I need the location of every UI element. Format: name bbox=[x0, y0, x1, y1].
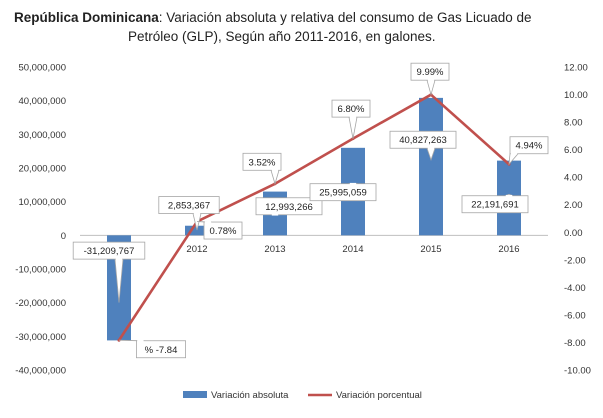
right-tick-label: 8.00 bbox=[564, 118, 583, 129]
callout-pointer bbox=[348, 116, 358, 139]
left-tick-label: -30,000,000 bbox=[15, 332, 66, 343]
line-value-label: 0.78% bbox=[196, 221, 243, 240]
right-axis: -10.00 -8.00 -6.00 -4.00 -2.00 0.00 2.00 4.00 6.… bbox=[564, 63, 591, 377]
left-tick-label: 0 bbox=[61, 231, 66, 242]
bar-value-label: 25,995,059 bbox=[309, 182, 377, 202]
right-tick-label: 12.00 bbox=[564, 63, 588, 74]
legend-bar-swatch bbox=[183, 391, 207, 398]
right-tick-label: -2.00 bbox=[564, 255, 586, 266]
callout-box bbox=[461, 195, 529, 214]
callout-label: 6.80% bbox=[338, 104, 365, 115]
right-tick-label: 10.00 bbox=[564, 90, 588, 101]
bar-value-label: -31,209,767 bbox=[72, 241, 146, 303]
line-value-label: 4.94% bbox=[508, 136, 549, 166]
callout-box bbox=[389, 130, 457, 149]
chart-title-line2: Petróleo (GLP), Según año 2011-2016, en … bbox=[128, 29, 436, 44]
bar-value-label: 40,827,263 bbox=[389, 130, 457, 161]
callout-box bbox=[135, 340, 186, 359]
left-tick-label: 40,000,000 bbox=[18, 96, 66, 107]
right-tick-label: 0.00 bbox=[564, 228, 583, 239]
category-label: 2016 bbox=[498, 244, 519, 255]
callout-label: 9.99% bbox=[417, 67, 444, 78]
category-label: 2012 bbox=[186, 244, 207, 255]
left-tick-label: -10,000,000 bbox=[15, 265, 66, 276]
left-tick-label: 50,000,000 bbox=[18, 63, 66, 74]
line-series bbox=[117, 93, 511, 342]
bar-value-label: 2,853,367 bbox=[158, 196, 220, 231]
callout-box bbox=[72, 241, 146, 260]
bar-value-label: 12,993,266 bbox=[255, 197, 323, 216]
category-label: 2014 bbox=[342, 244, 363, 255]
legend-line-label: Variación porcentual bbox=[336, 390, 422, 401]
bar-series bbox=[107, 97, 521, 341]
right-tick-label: -10.00 bbox=[564, 366, 591, 377]
category-labels: 201120122013201420152016 bbox=[109, 244, 520, 255]
callout-box bbox=[509, 136, 549, 155]
callout-label: 22,191,691 bbox=[471, 200, 519, 211]
left-tick-label: -20,000,000 bbox=[15, 298, 66, 309]
right-tick-label: -4.00 bbox=[564, 283, 586, 294]
line-value-label: 3.52% bbox=[242, 152, 282, 186]
callout-pointer bbox=[426, 79, 436, 97]
bar-2012 bbox=[185, 225, 209, 236]
line-value-label: 9.99% bbox=[410, 62, 450, 97]
callout-label: 0.78% bbox=[210, 226, 237, 237]
legend: Variación absoluta Variación porcentual bbox=[183, 390, 422, 401]
callout-box bbox=[203, 221, 243, 240]
right-tick-label: 2.00 bbox=[564, 200, 583, 211]
category-label: 2013 bbox=[264, 244, 285, 255]
callout-label: 2,853,367 bbox=[168, 201, 210, 212]
category-label: 2015 bbox=[420, 244, 441, 255]
callout-label: 3.52% bbox=[249, 157, 276, 168]
callout-box bbox=[255, 197, 323, 216]
legend-bar-label: Variación absoluta bbox=[211, 390, 289, 401]
right-tick-label: 6.00 bbox=[564, 145, 583, 156]
callout-box bbox=[242, 152, 282, 171]
right-tick-label: -6.00 bbox=[564, 310, 586, 321]
line-value-label: % -7.84 bbox=[118, 339, 186, 359]
chart-title-line1: : Variación absoluta y relativa del cons… bbox=[158, 10, 532, 25]
left-tick-label: -40,000,000 bbox=[15, 366, 66, 377]
chart-title-bold: República Dominicana bbox=[14, 10, 159, 25]
left-axis: -40,000,000 -30,000,000 -20,000,000 -10,000… bbox=[15, 63, 66, 377]
callout-label: -31,209,767 bbox=[84, 246, 135, 257]
chart-title: República Dominicana: Variación absoluta… bbox=[14, 8, 594, 46]
data-label-callouts: -31,209,767 2,853,367 12,993,266 25,995,059… bbox=[72, 62, 549, 359]
left-tick-label: 30,000,000 bbox=[18, 130, 66, 141]
left-tick-label: 10,000,000 bbox=[18, 197, 66, 208]
callout-label: 12,993,266 bbox=[265, 202, 313, 213]
callout-label: 40,827,263 bbox=[399, 135, 447, 146]
bar-value-label: 22,191,691 bbox=[461, 193, 529, 214]
callout-box bbox=[158, 196, 220, 214]
callout-box bbox=[309, 183, 377, 202]
callout-label: 4.94% bbox=[516, 141, 543, 152]
callout-label: % -7.84 bbox=[145, 345, 178, 356]
bar-2015 bbox=[419, 97, 443, 236]
right-tick-label: 4.00 bbox=[564, 173, 583, 184]
line-value-label: 6.80% bbox=[331, 99, 371, 139]
left-tick-label: 20,000,000 bbox=[18, 164, 66, 175]
percent-line bbox=[117, 93, 510, 341]
right-tick-label: -8.00 bbox=[564, 338, 586, 349]
callout-label: 25,995,059 bbox=[319, 188, 367, 199]
